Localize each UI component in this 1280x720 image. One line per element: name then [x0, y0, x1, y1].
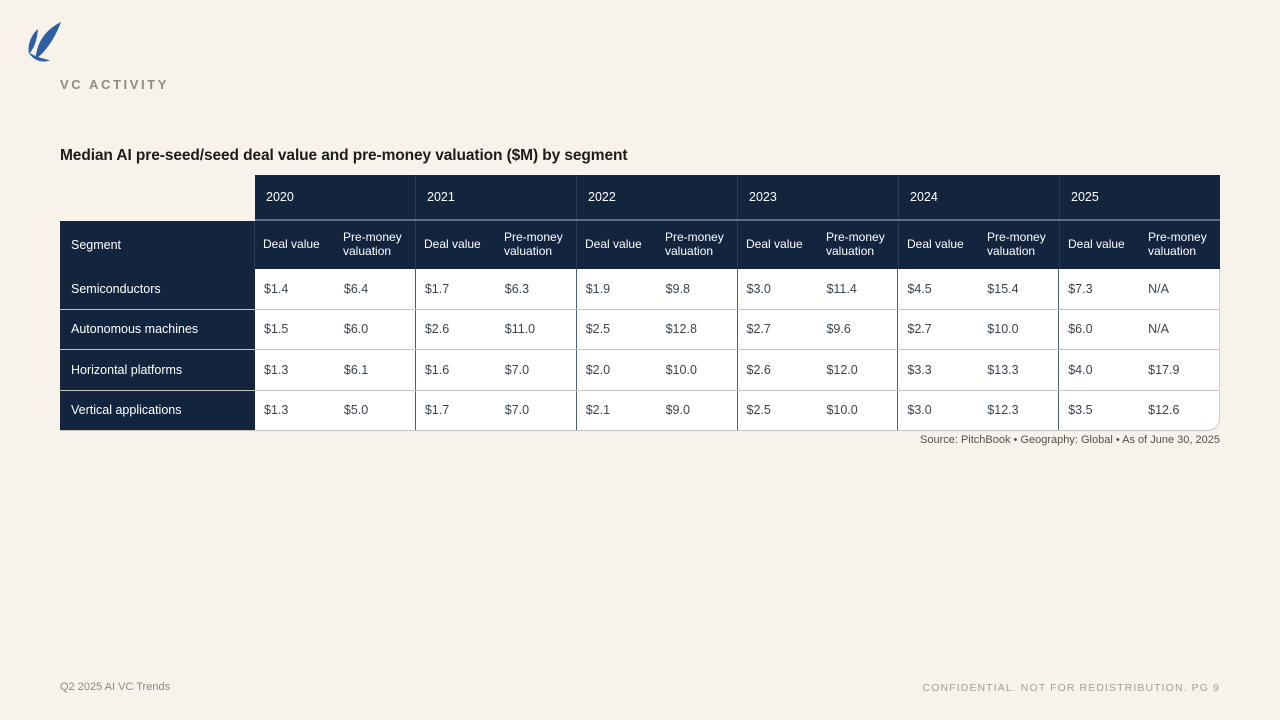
value-cell: $3.0 — [897, 390, 978, 430]
table-row: Vertical applications $1.3 $5.0 $1.7 $7.… — [60, 389, 1219, 430]
value-cell: $12.8 — [665, 322, 697, 337]
value-cell: $9.6 — [826, 322, 851, 337]
value-cell: $6.4 — [343, 281, 369, 296]
value-cell: $6.0 — [343, 322, 369, 337]
value-cell: N/A — [1148, 281, 1169, 296]
value-cell: $2.0 — [575, 350, 657, 390]
page-title: Median AI pre-seed/seed deal value and p… — [60, 147, 628, 164]
year-header-2020: 2020 — [266, 190, 294, 204]
value-cell: $1.5 — [264, 322, 289, 337]
value-cell: $6.0 — [1058, 309, 1139, 349]
segment-cell: Horizontal platforms — [60, 350, 255, 390]
value-cell: $1.6 — [414, 350, 496, 390]
value-cell: $12.6 — [1148, 403, 1180, 418]
value-cell: $7.0 — [504, 403, 530, 418]
value-cell: N/A — [1148, 322, 1169, 337]
year-header-2021: 2021 — [415, 175, 576, 219]
segment-cell: Vertical applications — [60, 390, 255, 430]
col-header-deal-value: Deal value — [576, 221, 657, 269]
year-header-row: 2020 2021 2022 2023 2024 2025 — [255, 175, 1220, 219]
value-cell: $2.7 — [897, 309, 978, 349]
value-cell: $9.0 — [665, 403, 690, 418]
header-band-separator — [255, 219, 1220, 221]
pitchbook-logo-icon — [28, 22, 61, 62]
col-header-premoney: Pre-money valuation — [665, 230, 724, 258]
value-cell: $2.7 — [736, 309, 818, 349]
value-cell: $10.0 — [826, 403, 858, 418]
value-cell: $10.0 — [665, 362, 697, 377]
value-cell: $1.7 — [414, 390, 496, 430]
col-header-deal-value: Deal value — [263, 237, 320, 252]
value-cell: $2.5 — [575, 309, 657, 349]
value-cell: $1.7 — [414, 269, 496, 309]
value-cell: $9.8 — [665, 281, 690, 296]
col-header-premoney: Pre-money valuation — [826, 230, 885, 258]
col-header-premoney: Pre-money valuation — [343, 230, 402, 258]
value-cell: $6.3 — [504, 281, 530, 296]
value-cell: $3.5 — [1058, 390, 1139, 430]
value-cell: $2.1 — [575, 390, 657, 430]
value-cell: $15.4 — [987, 281, 1019, 296]
section-eyebrow: VC ACTIVITY — [60, 77, 170, 92]
col-header-deal-value: Deal value — [1059, 221, 1140, 269]
value-cell: $3.3 — [897, 350, 978, 390]
value-cell: $13.3 — [987, 362, 1019, 377]
col-header-premoney: Pre-money valuation — [987, 230, 1046, 258]
value-cell: $4.5 — [897, 269, 978, 309]
col-header-deal-value: Deal value — [737, 221, 818, 269]
value-cell: $12.3 — [987, 403, 1019, 418]
value-cell: $11.0 — [504, 322, 536, 337]
table-body: Semiconductors $1.4 $6.4 $1.7 $6.3 $1.9 … — [60, 269, 1220, 431]
value-cell: $12.0 — [826, 362, 858, 377]
value-cell: $2.5 — [736, 390, 818, 430]
source-attribution: Source: PitchBook • Geography: Global • … — [920, 434, 1220, 446]
segment-cell: Autonomous machines — [60, 309, 255, 349]
year-header-2022: 2022 — [576, 175, 737, 219]
value-cell: $11.4 — [826, 281, 857, 296]
footer-report-title: Q2 2025 AI VC Trends — [60, 681, 171, 693]
year-header-2024: 2024 — [898, 175, 1059, 219]
table-row: Autonomous machines $1.5 $6.0 $2.6 $11.0… — [60, 308, 1219, 349]
segment-cell: Semiconductors — [60, 269, 255, 309]
col-header-premoney: Pre-money valuation — [504, 230, 563, 258]
col-header-deal-value: Deal value — [415, 221, 496, 269]
value-cell: $10.0 — [987, 322, 1019, 337]
value-cell: $4.0 — [1058, 350, 1139, 390]
value-cell: $1.4 — [264, 281, 289, 296]
year-header-2025: 2025 — [1059, 175, 1220, 219]
footer-confidential-page: CONFIDENTIAL. NOT FOR REDISTRIBUTION. PG… — [922, 682, 1220, 694]
deal-value-table: 2020 2021 2022 2023 2024 2025 Segment De… — [60, 175, 1220, 431]
segment-column-header: Segment — [60, 221, 255, 269]
value-cell: $2.6 — [414, 309, 496, 349]
value-cell: $5.0 — [343, 403, 369, 418]
column-header-row: Segment Deal value Pre-money valuation D… — [60, 221, 1220, 269]
table-row: Semiconductors $1.4 $6.4 $1.7 $6.3 $1.9 … — [60, 269, 1219, 309]
value-cell: $7.3 — [1058, 269, 1139, 309]
value-cell: $1.3 — [264, 362, 289, 377]
value-cell: $6.1 — [343, 362, 369, 377]
value-cell: $3.0 — [736, 269, 818, 309]
table-row: Horizontal platforms $1.3 $6.1 $1.6 $7.0… — [60, 349, 1219, 390]
value-cell: $1.3 — [264, 403, 289, 418]
value-cell: $1.9 — [575, 269, 657, 309]
col-header-deal-value: Deal value — [898, 221, 979, 269]
value-cell: $17.9 — [1148, 362, 1180, 377]
value-cell: $2.6 — [736, 350, 818, 390]
col-header-premoney: Pre-money valuation — [1148, 230, 1207, 258]
year-header-2023: 2023 — [737, 175, 898, 219]
value-cell: $7.0 — [504, 362, 530, 377]
